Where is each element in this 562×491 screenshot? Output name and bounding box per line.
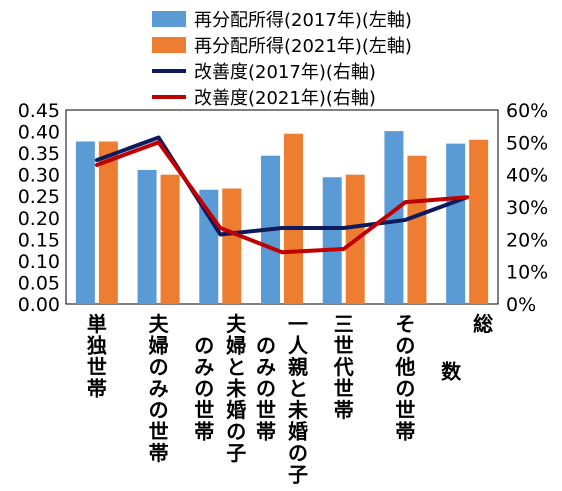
left-tick-label: 0.05	[18, 272, 60, 294]
line-series	[94, 135, 470, 255]
right-tick-label: 30%	[506, 197, 548, 219]
bar	[137, 169, 157, 304]
legend-label: 再分配所得(2017年)(左軸)	[194, 10, 412, 31]
category-label: 一人親と未婚の子	[288, 312, 309, 487]
left-tick-label: 0.40	[18, 122, 60, 144]
left-tick-label: 0.35	[18, 143, 60, 165]
left-tick-label: 0.20	[18, 208, 60, 230]
left-tick-label: 0.25	[18, 186, 60, 208]
plot-border	[65, 109, 499, 305]
category-label: 夫婦と未婚の子	[225, 312, 247, 465]
legend-label: 再分配所得(2021年)(左軸)	[194, 36, 412, 57]
plot-area	[65, 109, 499, 305]
legend-swatch	[152, 37, 186, 53]
left-tick-label: 0.30	[18, 165, 60, 187]
legend-label: 改善度(2017年)(右軸)	[194, 62, 376, 83]
legend-swatch	[152, 11, 186, 27]
right-tick-label: 40%	[506, 165, 548, 187]
right-axis: 0% 10% 20% 30% 40% 50% 60%	[506, 100, 548, 316]
category-label: のみの世帯	[194, 334, 214, 444]
category-label: 三世代世帯	[333, 312, 354, 422]
bar	[222, 188, 242, 304]
bar	[284, 133, 303, 304]
category-label: 総	[473, 312, 493, 336]
category-label: 単独世帯	[87, 312, 107, 401]
bar	[384, 131, 404, 304]
right-tick-label: 50%	[506, 132, 548, 154]
legend-label: 改善度(2021年)(右軸)	[194, 88, 376, 109]
category-label: のみの世帯	[256, 334, 276, 444]
category-axis: 単独世帯夫婦のみの世帯夫婦と未婚の子のみの世帯一人親と未婚の子のみの世帯三世代世…	[87, 312, 493, 487]
bar	[407, 155, 427, 304]
left-tick-label: 0.00	[18, 294, 60, 316]
left-tick-label: 0.10	[18, 251, 60, 273]
right-tick-label: 0%	[506, 294, 536, 316]
series-line	[94, 140, 470, 255]
bar	[160, 174, 180, 304]
bar	[322, 177, 342, 304]
right-tick-label: 60%	[506, 100, 548, 122]
right-tick-label: 10%	[506, 262, 548, 284]
left-axis: 0.000.050.100.150.200.250.300.350.400.45	[18, 100, 60, 316]
bar	[469, 139, 489, 304]
series-line	[94, 135, 470, 237]
left-tick-label: 0.15	[18, 229, 60, 251]
bar	[75, 141, 95, 304]
bar	[446, 143, 466, 304]
legend: 再分配所得(2017年)(左軸) 再分配所得(2021年)(左軸) 改善度(2017…	[152, 10, 412, 109]
left-tick-label: 0.45	[18, 100, 60, 122]
category-label: 夫婦のみの世帯	[148, 312, 170, 465]
category-label: 数	[441, 359, 462, 383]
right-tick-label: 20%	[506, 229, 548, 251]
bar	[98, 141, 118, 304]
category-label: その他の世帯	[394, 312, 415, 444]
bar-series	[75, 131, 489, 304]
